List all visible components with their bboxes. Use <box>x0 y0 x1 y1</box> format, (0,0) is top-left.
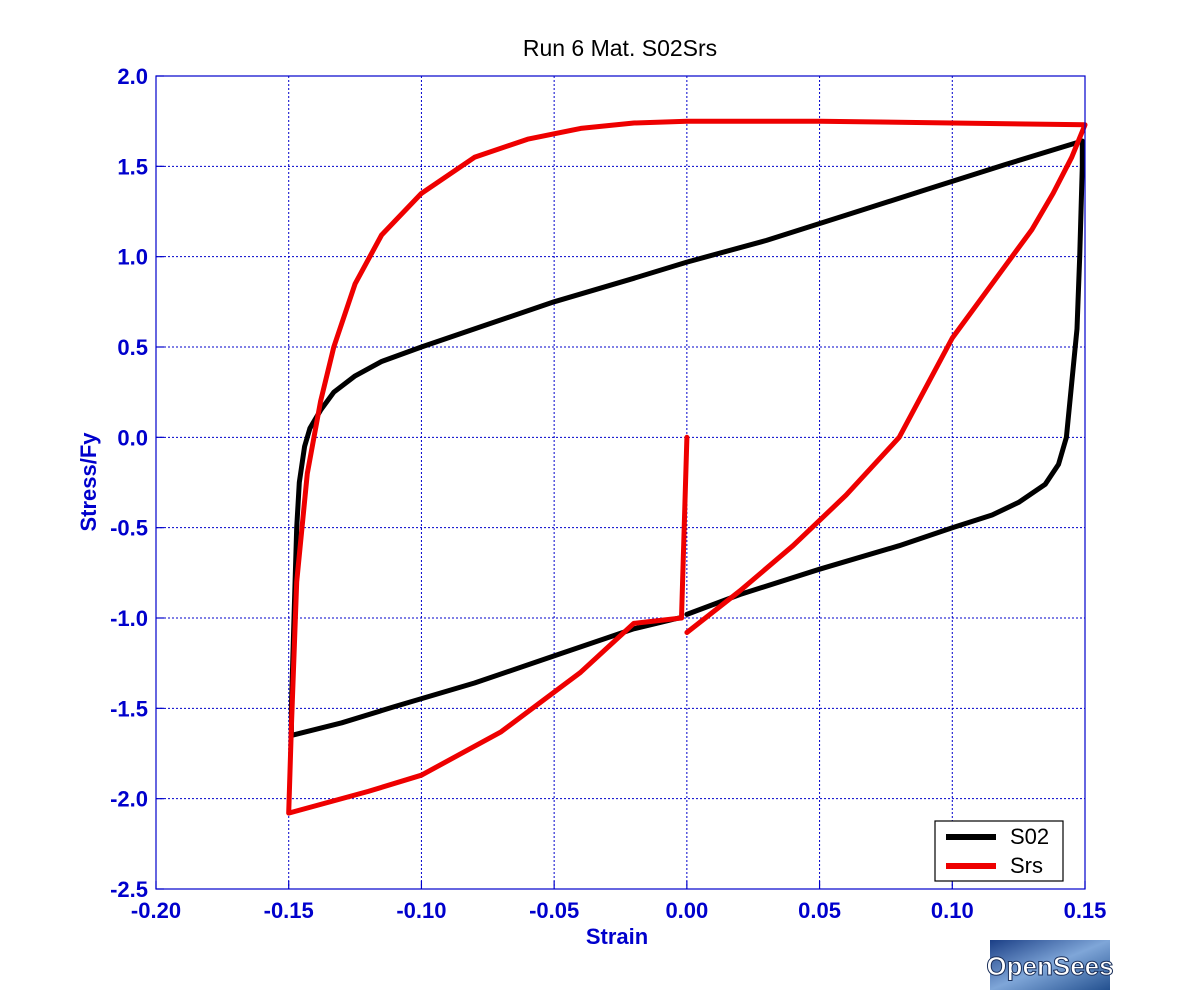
legend-label-s02: S02 <box>1010 824 1049 849</box>
x-tick-label: -0.20 <box>131 898 181 923</box>
x-tick-label: -0.10 <box>396 898 446 923</box>
logo-text: OpenSees <box>986 951 1113 981</box>
legend-label-srs: Srs <box>1010 853 1043 878</box>
y-tick-label: 0.0 <box>117 425 148 450</box>
x-tick-label: -0.05 <box>529 898 579 923</box>
y-tick-label: -1.0 <box>110 606 148 631</box>
legend-box <box>934 820 1064 882</box>
series-line-srs <box>286 118 1088 816</box>
y-axis-label: Stress/Fy <box>76 432 101 532</box>
legend: S02 Srs <box>934 820 1064 882</box>
y-tick-label: 1.0 <box>117 245 148 270</box>
x-tick-label: 0.00 <box>665 898 708 923</box>
chart-title: Run 6 Mat. S02Srs <box>523 35 717 61</box>
x-tick-label: 0.05 <box>798 898 841 923</box>
y-tick-label: 2.0 <box>117 64 148 89</box>
y-tick-label: -2.5 <box>110 877 148 902</box>
series-layer <box>286 118 1088 816</box>
x-tick-label: -0.15 <box>264 898 314 923</box>
tick-labels: -0.20 -0.15 -0.10 -0.05 0.00 0.05 0.10 0.15 2.0 1… <box>110 64 1106 923</box>
x-axis-label: Strain <box>586 924 648 949</box>
y-tick-label: -1.5 <box>110 696 148 721</box>
y-tick-label: 0.5 <box>117 335 148 360</box>
y-tick-label: -2.0 <box>110 787 148 812</box>
y-tick-label: -0.5 <box>110 516 148 541</box>
x-tick-label: 0.15 <box>1064 898 1107 923</box>
y-tick-label: 1.5 <box>117 154 148 179</box>
plot-frame <box>155 75 1086 890</box>
opensees-logo: OpenSees <box>986 940 1114 990</box>
logo-background <box>990 940 1110 990</box>
x-tick-label: 0.10 <box>931 898 974 923</box>
